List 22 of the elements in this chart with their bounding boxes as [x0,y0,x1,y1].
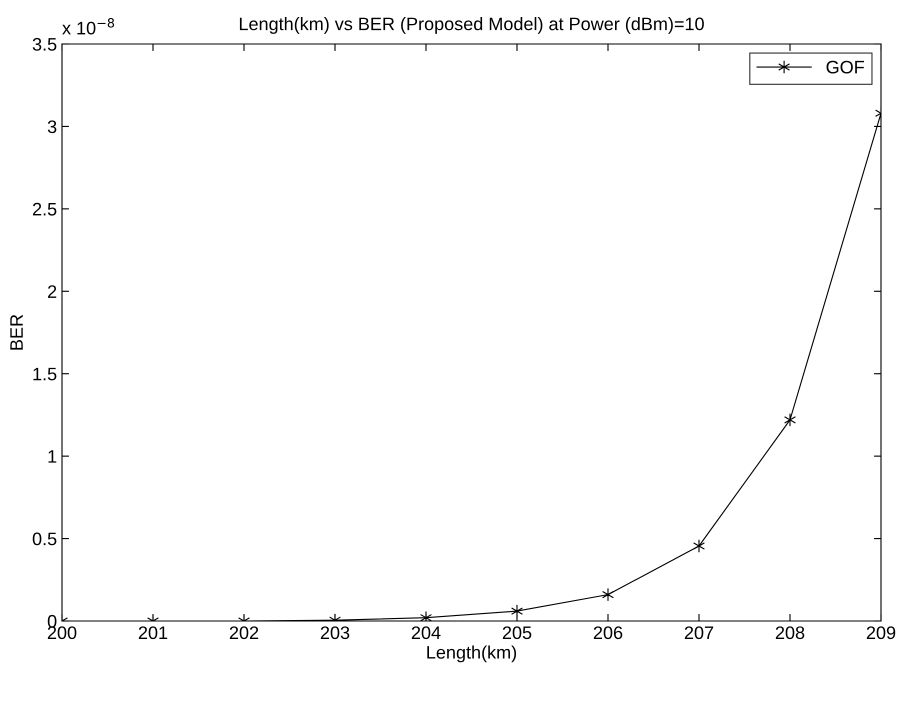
x-tick-label: 209 [866,626,896,640]
x-axis-title: Length(km) [427,645,516,662]
x-tick-label: 203 [320,626,350,640]
y-tick-label: 3.5 [32,38,56,51]
x-tick-label: 206 [594,626,622,640]
x-tick-label: 207 [684,626,714,640]
y-tick-label: 2.5 [32,202,56,216]
text: x 10$^{−8}$ [62,18,114,35]
x-tick-label: 200 [48,626,76,640]
x-tick-label: 202 [230,626,258,640]
y-tick-label: 3 [48,120,56,134]
y-tick-label: 1 [48,450,56,463]
x-tick-label: 205 [502,626,532,640]
y-axis-title: BER [10,314,23,350]
chart-title: Length(km) vs BER (Proposed Model) at Power (dBm)=10 [240,17,704,34]
y-tick-label: 2 [48,285,56,298]
x-tick-label: 204 [412,626,441,640]
y-tick-label: 1.5 [33,368,56,380]
legend-label: GOF [826,60,864,74]
y-tick-label: 0.5 [32,532,56,546]
x-tick-label: 208 [776,626,804,640]
x-tick-label: 201 [138,626,168,640]
